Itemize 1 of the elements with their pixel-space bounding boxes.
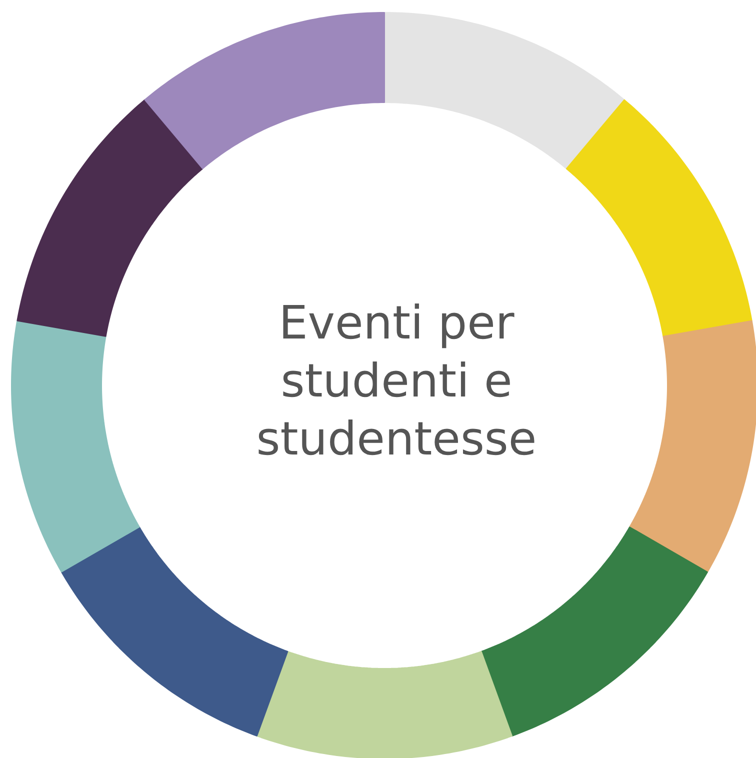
text: Eventi per studenti e studentesse (256, 296, 537, 466)
